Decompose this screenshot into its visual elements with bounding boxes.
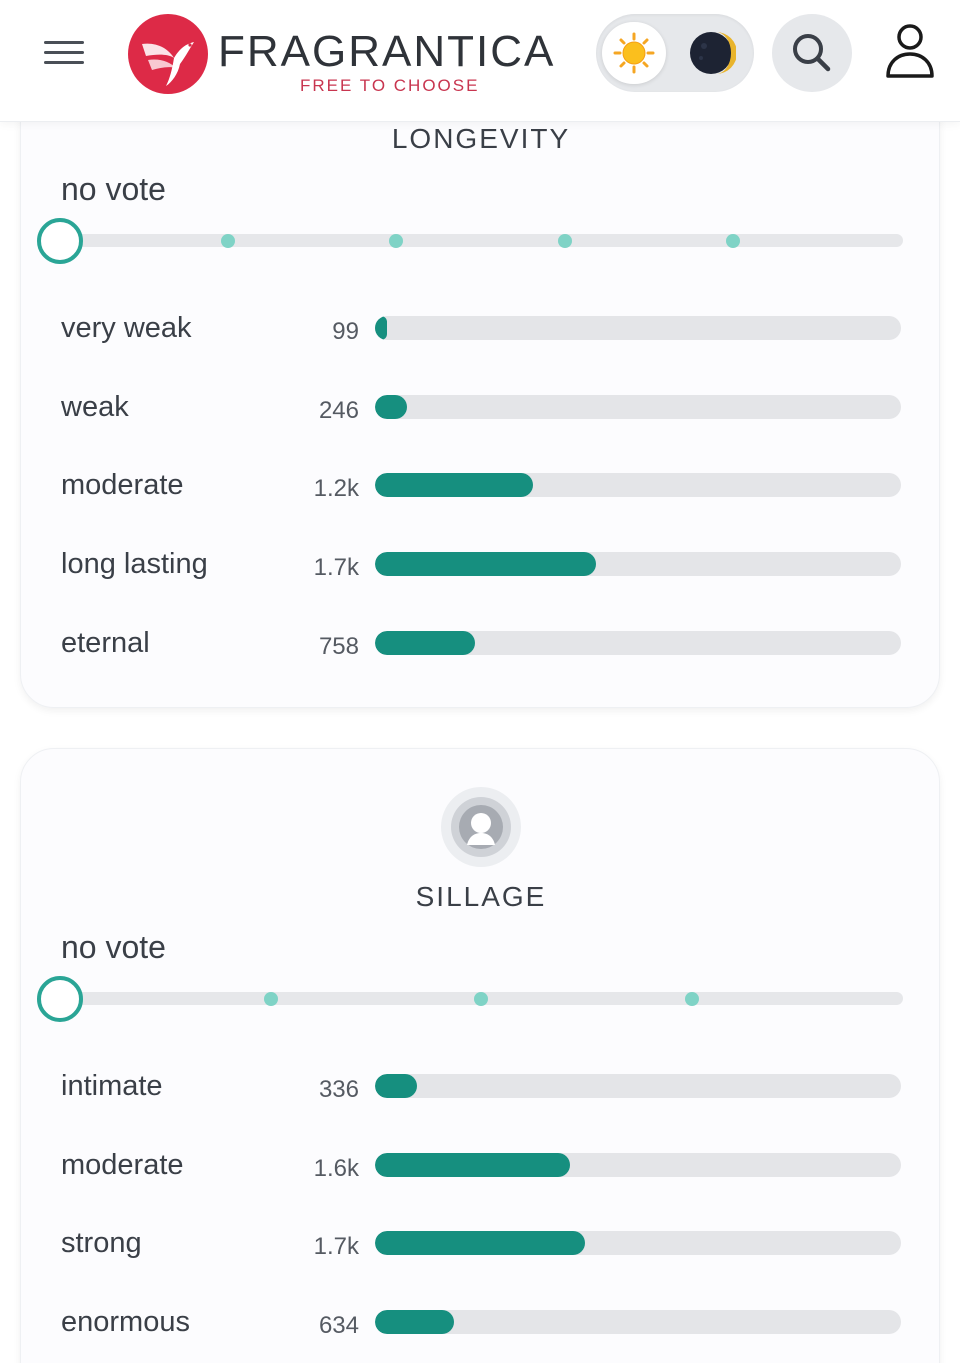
hummingbird-logo[interactable] bbox=[128, 14, 208, 94]
row-label: eternal bbox=[61, 627, 150, 659]
longevity-row-long-lasting[interactable]: long lasting 1.7k bbox=[21, 544, 941, 584]
slider-step-dot[interactable] bbox=[389, 234, 403, 248]
sillage-row-enormous[interactable]: enormous 634 bbox=[21, 1302, 941, 1342]
slider-step-dot[interactable] bbox=[264, 992, 278, 1006]
longevity-row-eternal[interactable]: eternal 758 bbox=[21, 623, 941, 663]
bar-track bbox=[375, 1074, 901, 1098]
bar-track bbox=[375, 473, 901, 497]
sillage-title: SILLAGE bbox=[415, 881, 547, 912]
row-label: intimate bbox=[61, 1070, 163, 1102]
bar-track bbox=[375, 1231, 901, 1255]
bar-track bbox=[375, 631, 901, 655]
brand-tagline: FREE TO CHOOSE bbox=[300, 76, 480, 95]
bar-fill bbox=[375, 1153, 570, 1177]
row-count: 1.2k bbox=[313, 475, 359, 502]
row-count: 99 bbox=[332, 318, 359, 345]
longevity-title: LONGEVITY bbox=[391, 123, 571, 154]
row-label: long lasting bbox=[61, 548, 208, 580]
slider-thumb[interactable] bbox=[37, 976, 83, 1022]
sillage-row-moderate[interactable]: moderate 1.6k bbox=[21, 1145, 941, 1185]
hamburger-icon[interactable] bbox=[44, 38, 84, 68]
sillage-vote-status: no vote bbox=[61, 929, 166, 965]
slider-step-dot[interactable] bbox=[474, 992, 488, 1006]
bar-fill bbox=[375, 316, 387, 340]
slider-step-dot[interactable] bbox=[726, 234, 740, 248]
user-avatar-icon bbox=[441, 787, 521, 867]
bar-fill bbox=[375, 473, 533, 497]
brand-name[interactable]: FRAGRANTICA bbox=[218, 27, 556, 76]
sillage-vote-slider[interactable] bbox=[37, 974, 903, 1024]
slider-step-dot[interactable] bbox=[685, 992, 699, 1006]
slider-thumb[interactable] bbox=[37, 218, 83, 264]
sillage-row-strong[interactable]: strong 1.7k bbox=[21, 1223, 941, 1263]
longevity-vote-status: no vote bbox=[61, 171, 166, 207]
longevity-row-moderate[interactable]: moderate 1.2k bbox=[21, 465, 941, 505]
user-icon[interactable] bbox=[882, 20, 938, 84]
row-count: 1.7k bbox=[313, 554, 359, 581]
sillage-card: SILLAGE no vote intimate 336 moderate 1.… bbox=[20, 748, 940, 1363]
bar-fill bbox=[375, 1231, 585, 1255]
longevity-card: LONGEVITY no vote very weak 99 weak 246 … bbox=[20, 60, 940, 708]
row-label: moderate bbox=[61, 1149, 184, 1181]
row-count: 1.7k bbox=[313, 1233, 359, 1260]
longevity-row-weak[interactable]: weak 246 bbox=[21, 387, 941, 427]
row-count: 246 bbox=[318, 397, 359, 424]
sillage-row-intimate[interactable]: intimate 336 bbox=[21, 1066, 941, 1106]
bar-track bbox=[375, 552, 901, 576]
top-header: FRAGRANTICA FREE TO CHOOSE bbox=[0, 0, 960, 122]
theme-toggle[interactable] bbox=[596, 14, 754, 92]
bar-track bbox=[375, 1310, 901, 1334]
row-label: enormous bbox=[61, 1306, 190, 1338]
slider-track[interactable] bbox=[57, 234, 903, 247]
slider-step-dot[interactable] bbox=[558, 234, 572, 248]
row-count: 1.6k bbox=[313, 1155, 359, 1182]
bar-fill bbox=[375, 631, 475, 655]
row-label: moderate bbox=[61, 469, 184, 501]
longevity-row-very-weak[interactable]: very weak 99 bbox=[21, 308, 941, 348]
row-count: 758 bbox=[318, 633, 359, 660]
bar-track bbox=[375, 316, 901, 340]
bar-fill bbox=[375, 395, 407, 419]
moon-icon[interactable] bbox=[686, 28, 737, 78]
search-icon[interactable] bbox=[772, 14, 852, 92]
row-count: 336 bbox=[318, 1076, 359, 1103]
bar-track bbox=[375, 395, 901, 419]
row-label: strong bbox=[61, 1227, 142, 1259]
sun-icon[interactable] bbox=[602, 22, 666, 84]
row-label: weak bbox=[61, 391, 129, 423]
longevity-vote-slider[interactable] bbox=[37, 216, 903, 266]
bar-fill bbox=[375, 1074, 417, 1098]
row-label: very weak bbox=[61, 312, 192, 344]
bar-fill bbox=[375, 552, 596, 576]
row-count: 634 bbox=[318, 1312, 359, 1339]
bar-track bbox=[375, 1153, 901, 1177]
slider-step-dot[interactable] bbox=[221, 234, 235, 248]
bar-fill bbox=[375, 1310, 454, 1334]
